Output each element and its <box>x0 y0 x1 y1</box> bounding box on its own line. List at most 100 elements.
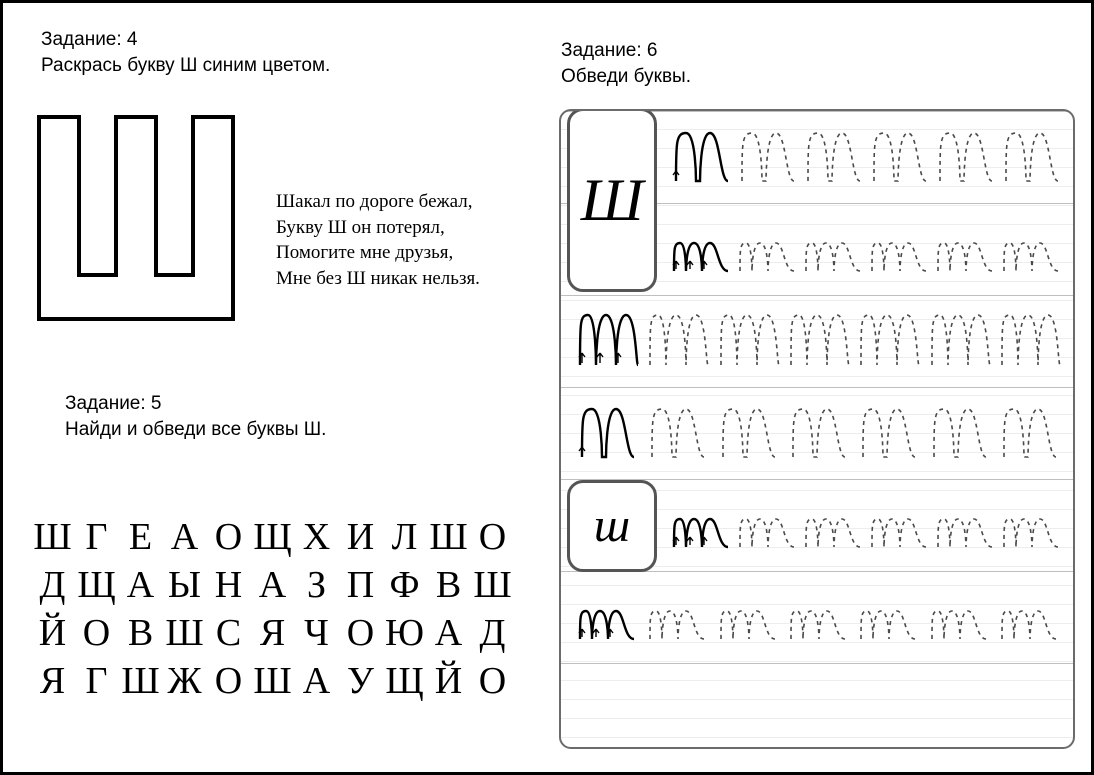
letter-cell: Й <box>429 659 469 703</box>
worksheet-page: Задание: 4 Раскрась букву Ш синим цветом… <box>0 0 1094 775</box>
letter-cell: Щ <box>385 659 425 703</box>
letter-cell: Ш <box>121 659 161 703</box>
letter-cell: З <box>297 563 337 607</box>
letter-cell: Ш <box>253 659 293 703</box>
task6-instruction: Обведи буквы. <box>561 64 691 90</box>
tracing-glyph <box>934 123 998 193</box>
letter-grid-row: ЯГШЖОШАУЩЙО <box>33 659 513 703</box>
tracing-letters <box>669 204 1065 295</box>
tracing-row-empty <box>561 663 1073 749</box>
tracing-glyph <box>1000 123 1064 193</box>
tracing-glyph <box>998 307 1062 377</box>
tracing-glyph <box>857 307 921 377</box>
task4-instruction: Раскрась букву Ш синим цветом. <box>41 53 330 79</box>
tracing-glyph <box>928 583 992 653</box>
letter-cell: Я <box>253 611 293 655</box>
letter-cell: Ф <box>385 563 425 607</box>
tracing-glyph <box>998 583 1062 653</box>
tracing-row: Ш <box>561 111 1073 203</box>
letter-cell: Ш <box>429 515 469 559</box>
poem-line: Помогите мне друзья, <box>276 240 480 266</box>
tracing-row <box>561 295 1073 387</box>
tracing-glyph <box>802 215 866 285</box>
letter-cell: У <box>341 659 381 703</box>
letter-sh-outline <box>33 111 239 327</box>
letter-cell: В <box>429 563 469 607</box>
letter-grid-row: ЙОВШСЯЧОЮАД <box>33 611 513 655</box>
task5-label: Задание: 5 <box>65 391 326 417</box>
letter-cell: П <box>341 563 381 607</box>
task6-tracing-worksheet: Шш <box>559 109 1075 749</box>
letter-cell: А <box>297 659 337 703</box>
letter-cell: О <box>341 611 381 655</box>
letter-cell: О <box>473 659 513 703</box>
tracing-glyph <box>576 307 640 377</box>
task5-letter-grid: ШГЕАОЩХИЛШОДЩАЫНАЗПФВШЙОВШСЯЧОЮАДЯГШЖОША… <box>33 515 513 707</box>
tracing-glyph <box>736 123 800 193</box>
letter-cell: Д <box>473 611 513 655</box>
poem-line: Букву Ш он потерял, <box>276 215 480 241</box>
tracing-glyph <box>802 123 866 193</box>
exemplar-box: ш <box>567 480 657 572</box>
tracing-glyph <box>787 399 851 469</box>
tracing-glyph <box>787 307 851 377</box>
letter-cell: Ы <box>165 563 205 607</box>
tracing-glyph <box>576 399 640 469</box>
tracing-glyph <box>576 583 640 653</box>
letter-cell: Ш <box>165 611 205 655</box>
tracing-glyph <box>646 583 710 653</box>
letter-cell: Г <box>77 515 117 559</box>
tracing-glyph <box>998 399 1062 469</box>
letter-cell: Д <box>33 563 73 607</box>
tracing-glyph <box>934 491 998 561</box>
tracing-glyph <box>1000 491 1064 561</box>
tracing-letters <box>573 296 1065 387</box>
letter-cell: Х <box>297 515 337 559</box>
tracing-glyph <box>670 123 734 193</box>
exemplar-glyph: ш <box>594 502 630 550</box>
letter-cell: Ю <box>385 611 425 655</box>
letter-cell: Е <box>121 515 161 559</box>
tracing-letters <box>573 572 1065 663</box>
tracing-glyph <box>717 583 781 653</box>
tracing-glyph <box>857 399 921 469</box>
tracing-letters <box>669 112 1065 203</box>
letter-cell: О <box>473 515 513 559</box>
task5-heading: Задание: 5 Найди и обведи все буквы Ш. <box>65 391 326 442</box>
exemplar-box: Ш <box>567 109 657 292</box>
tracing-glyph <box>787 583 851 653</box>
tracing-letters <box>669 480 1065 571</box>
tracing-glyph <box>928 399 992 469</box>
letter-cell: А <box>429 611 469 655</box>
task5-instruction: Найди и обведи все буквы Ш. <box>65 417 326 443</box>
tracing-glyph <box>802 491 866 561</box>
tracing-glyph <box>1000 215 1064 285</box>
letter-cell: Г <box>77 659 117 703</box>
tracing-glyph <box>717 307 781 377</box>
tracing-glyph <box>736 491 800 561</box>
tracing-row <box>561 571 1073 663</box>
poem-line: Шакал по дороге бежал, <box>276 189 480 215</box>
letter-cell: Ч <box>297 611 337 655</box>
letter-cell: А <box>165 515 205 559</box>
task4-heading: Задание: 4 Раскрась букву Ш синим цветом… <box>41 27 330 78</box>
letter-cell: Ш <box>473 563 513 607</box>
tracing-glyph <box>670 215 734 285</box>
letter-cell: В <box>121 611 161 655</box>
letter-cell: И <box>341 515 381 559</box>
letter-cell: Я <box>33 659 73 703</box>
tracing-glyph <box>670 491 734 561</box>
letter-grid-row: ДЩАЫНАЗПФВШ <box>33 563 513 607</box>
task4-poem: Шакал по дороге бежал, Букву Ш он потеря… <box>276 189 480 292</box>
letter-cell: О <box>209 515 249 559</box>
tracing-glyph <box>717 399 781 469</box>
letter-cell: Щ <box>253 515 293 559</box>
tracing-glyph <box>934 215 998 285</box>
tracing-glyph <box>868 215 932 285</box>
letter-cell: А <box>253 563 293 607</box>
tracing-glyph <box>857 583 921 653</box>
task6-label: Задание: 6 <box>561 38 691 64</box>
tracing-row: ш <box>561 479 1073 571</box>
tracing-glyph <box>868 491 932 561</box>
tracing-glyph <box>928 307 992 377</box>
